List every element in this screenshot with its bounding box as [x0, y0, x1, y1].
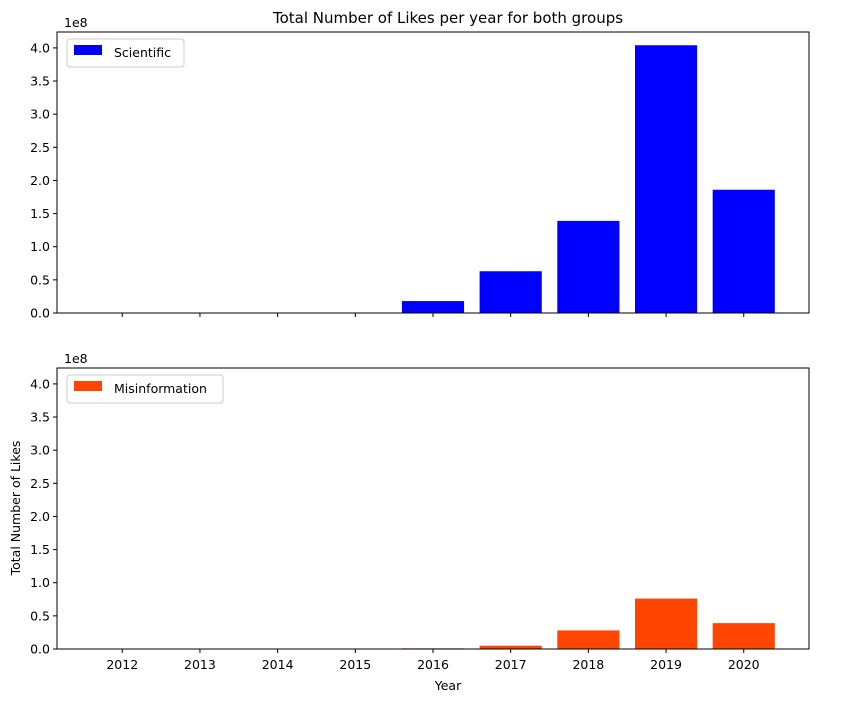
top-axes-frame — [56, 31, 810, 314]
x-tick-label: 2016 — [417, 657, 449, 672]
x-tick-label: 2015 — [339, 657, 371, 672]
y-tick-label: 2.5 — [30, 140, 50, 155]
bar-2016 — [401, 301, 465, 313]
top-y-ticks: 0.0 0.5 1.0 1.5 2.0 2.5 3.0 3.5 4.0 — [30, 40, 57, 321]
y-tick-label: 4.0 — [30, 376, 50, 391]
y-tick-label: 0.0 — [30, 306, 50, 321]
bar-2020 — [712, 189, 775, 313]
legend-label-misinformation: Misinformation — [114, 381, 207, 396]
y-tick-label: 1.0 — [30, 239, 50, 254]
chart-title: Total Number of Likes per year for both … — [272, 9, 623, 27]
bar-2017 — [479, 271, 542, 313]
top-legend: Scientific — [66, 38, 185, 68]
legend-swatch-misinformation — [74, 381, 102, 391]
y-tick-label: 2.5 — [30, 476, 50, 491]
y-tick-label: 1.5 — [30, 206, 50, 221]
y-tick-label: 3.0 — [30, 107, 50, 122]
y-tick-label: 1.5 — [30, 542, 50, 557]
misinformation-panel: 1e8 Total Number of Likes Year 0.0 0.5 1.0… — [8, 351, 810, 693]
y-tick-label: 1.0 — [30, 575, 50, 590]
top-bars — [401, 45, 775, 313]
y-tick-label: 0.5 — [30, 608, 50, 623]
x-tick-label: 2018 — [572, 657, 604, 672]
y-tick-label: 3.5 — [30, 410, 50, 425]
bottom-axes-frame — [56, 367, 810, 650]
y-tick-label: 2.0 — [30, 173, 50, 188]
bottom-bars — [401, 598, 775, 649]
bottom-ylabel: Total Number of Likes — [8, 441, 23, 577]
bottom-y-ticks: 0.0 0.5 1.0 1.5 2.0 2.5 3.0 3.5 4.0 — [30, 376, 57, 657]
bar-2018 — [557, 630, 620, 649]
y-tick-label: 0.5 — [30, 272, 50, 287]
x-tick-label: 2013 — [184, 657, 216, 672]
bar-2018 — [557, 220, 620, 313]
y-tick-label: 3.0 — [30, 443, 50, 458]
x-tick-label: 2020 — [728, 657, 760, 672]
bar-2020 — [712, 623, 775, 649]
top-offset-label: 1e8 — [64, 15, 88, 30]
x-tick-label: 2014 — [262, 657, 294, 672]
x-tick-label: 2012 — [106, 657, 138, 672]
x-tick-label: 2019 — [650, 657, 682, 672]
bar-2019 — [634, 598, 698, 649]
bottom-offset-label: 1e8 — [64, 351, 88, 366]
bottom-x-ticks: 2012 2013 2014 2015 2016 2017 2018 2019 2020 — [106, 649, 760, 672]
y-tick-label: 3.5 — [30, 74, 50, 89]
legend-swatch-scientific — [74, 45, 102, 55]
y-tick-label: 0.0 — [30, 642, 50, 657]
y-tick-label: 4.0 — [30, 40, 50, 55]
bottom-xlabel: Year — [434, 678, 462, 693]
bar-2019 — [634, 45, 698, 313]
x-tick-label: 2017 — [495, 657, 527, 672]
bottom-legend-box — [66, 374, 224, 404]
y-tick-label: 2.0 — [30, 509, 50, 524]
scientific-panel: Total Number of Likes per year for both … — [30, 9, 810, 321]
bar-2017 — [479, 645, 542, 649]
top-x-ticks — [121, 313, 745, 317]
legend-label-scientific: Scientific — [114, 45, 171, 60]
bottom-legend: Misinformation — [66, 374, 224, 404]
